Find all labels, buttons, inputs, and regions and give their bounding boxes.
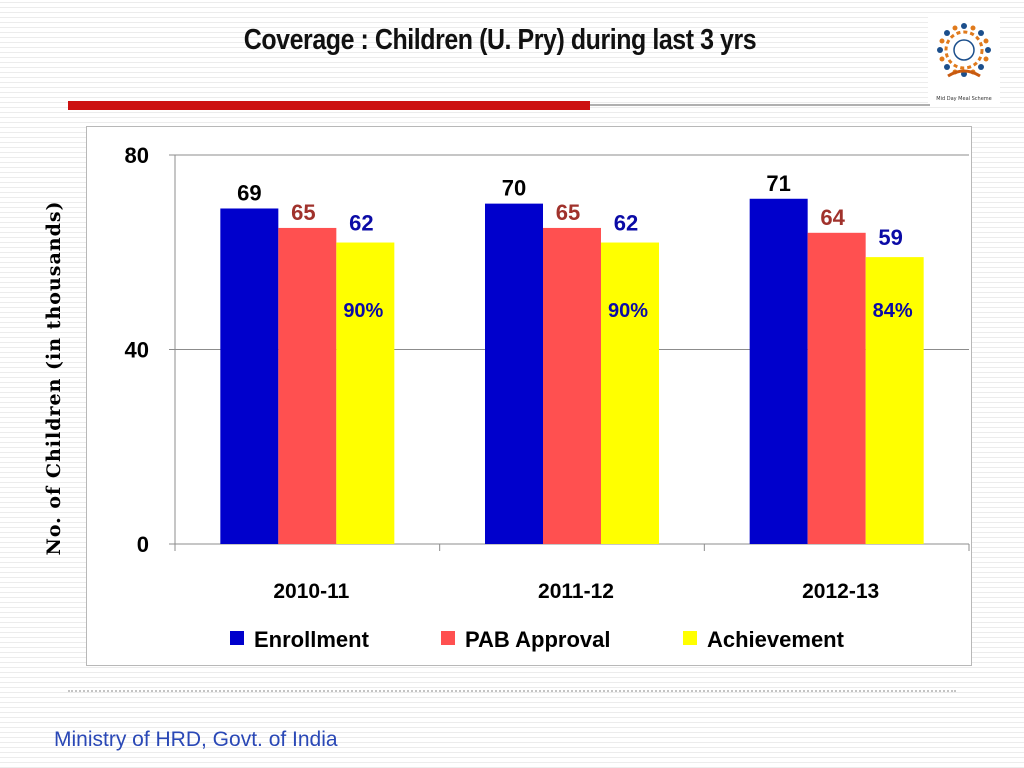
y-tick-label: 40 [125,338,149,363]
slide-title: Coverage : Children (U. Pry) during last… [243,24,757,56]
bar-achievement [336,242,395,544]
footer-divider [68,690,956,692]
x-category-label: 2010-11 [273,580,349,603]
y-axis-title-area: No. of Children (in thousands) [43,200,65,555]
x-category-label: 2012-13 [802,580,879,603]
legend-swatch [230,631,244,645]
data-label: 71 [766,171,790,196]
data-label: 69 [237,180,261,205]
legend-swatch [441,631,455,645]
footer-text: Ministry of HRD, Govt. of India [54,728,338,751]
mid-day-meal-logo: Mid Day Meal Scheme [928,16,1000,104]
legend-label: PAB Approval [465,627,610,652]
data-label: 62 [614,211,638,236]
y-tick-label: 80 [125,143,149,168]
bar-achievement [865,257,924,544]
bar-enrollment [749,198,808,544]
data-label: 59 [878,225,902,250]
bar-enrollment [485,203,543,544]
bar-pab-approval [278,227,337,544]
bar-pab-approval [807,232,866,545]
title-underline-gray [590,104,930,106]
data-label: 64 [820,205,845,230]
bar-enrollment [220,208,279,545]
logo-caption: Mid Day Meal Scheme [936,96,992,102]
data-label: 65 [291,200,315,225]
bar-achievement [601,242,659,544]
y-axis-title: No. of Children (in thousands) [43,200,65,555]
achievement-percent-label: 90% [343,300,383,322]
data-label: 62 [349,211,373,236]
chart-frame: 0 40 80 69 65 62 90% 2010-11 70 65 62 90% 2011-12 71 6… [86,126,972,666]
title-underline-red [68,101,590,110]
achievement-percent-label: 84% [873,300,913,322]
achievement-percent-label: 90% [608,300,648,322]
legend-label: Enrollment [254,627,370,652]
logo-emblem-icon [937,23,991,78]
data-label: 70 [502,176,526,201]
y-tick-label: 0 [137,532,149,557]
data-label: 65 [556,200,580,225]
bar-chart: 0 40 80 69 65 62 90% 2010-11 70 65 62 90% 2011-12 71 6… [125,143,970,652]
x-category-label: 2011-12 [538,580,614,603]
legend-swatch [683,631,697,645]
legend-label: Achievement [707,627,845,652]
bar-pab-approval [543,227,601,544]
